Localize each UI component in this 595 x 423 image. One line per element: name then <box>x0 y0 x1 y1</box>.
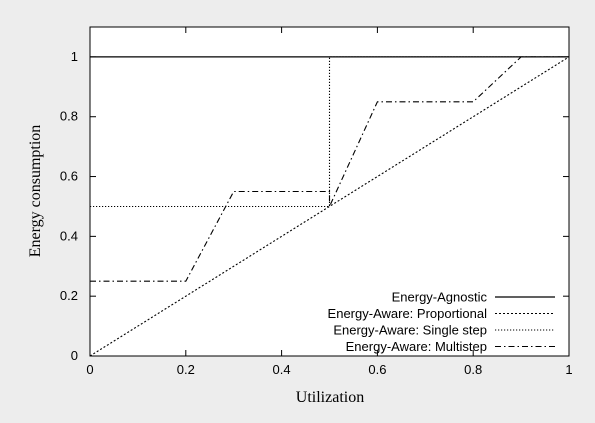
legend-label: Energy-Aware: Multistep <box>346 339 487 354</box>
y-axis-label: Energy consumption <box>27 125 44 258</box>
y-tick-label: 0 <box>71 348 78 363</box>
legend-label: Energy-Aware: Single step <box>333 323 487 338</box>
x-tick-label: 0.8 <box>464 362 482 377</box>
x-axis-label: Utilization <box>296 389 364 406</box>
y-tick-label: 0.2 <box>60 288 78 303</box>
axis-ticks: 0 0.2 0.4 0.6 0.8 1 0 0.2 0.4 0.6 0.8 1 <box>60 27 573 377</box>
y-tick-label: 0.6 <box>60 169 78 184</box>
series-line-4 <box>90 56 569 282</box>
series-layer <box>89 56 570 357</box>
x-tick-label: 0.4 <box>273 362 291 377</box>
x-tick-label: 1 <box>565 362 572 377</box>
x-tick-label: 0 <box>86 362 93 377</box>
y-tick-label: 1 <box>71 49 78 64</box>
y-tick-label: 0.8 <box>60 109 78 124</box>
y-tick-label: 0.4 <box>60 228 78 243</box>
x-tick-label: 0.2 <box>177 362 195 377</box>
x-tick-label: 0.6 <box>368 362 386 377</box>
legend-label: Energy-Aware: Proportional <box>328 306 488 321</box>
legend-label: Energy-Agnostic <box>392 290 488 305</box>
